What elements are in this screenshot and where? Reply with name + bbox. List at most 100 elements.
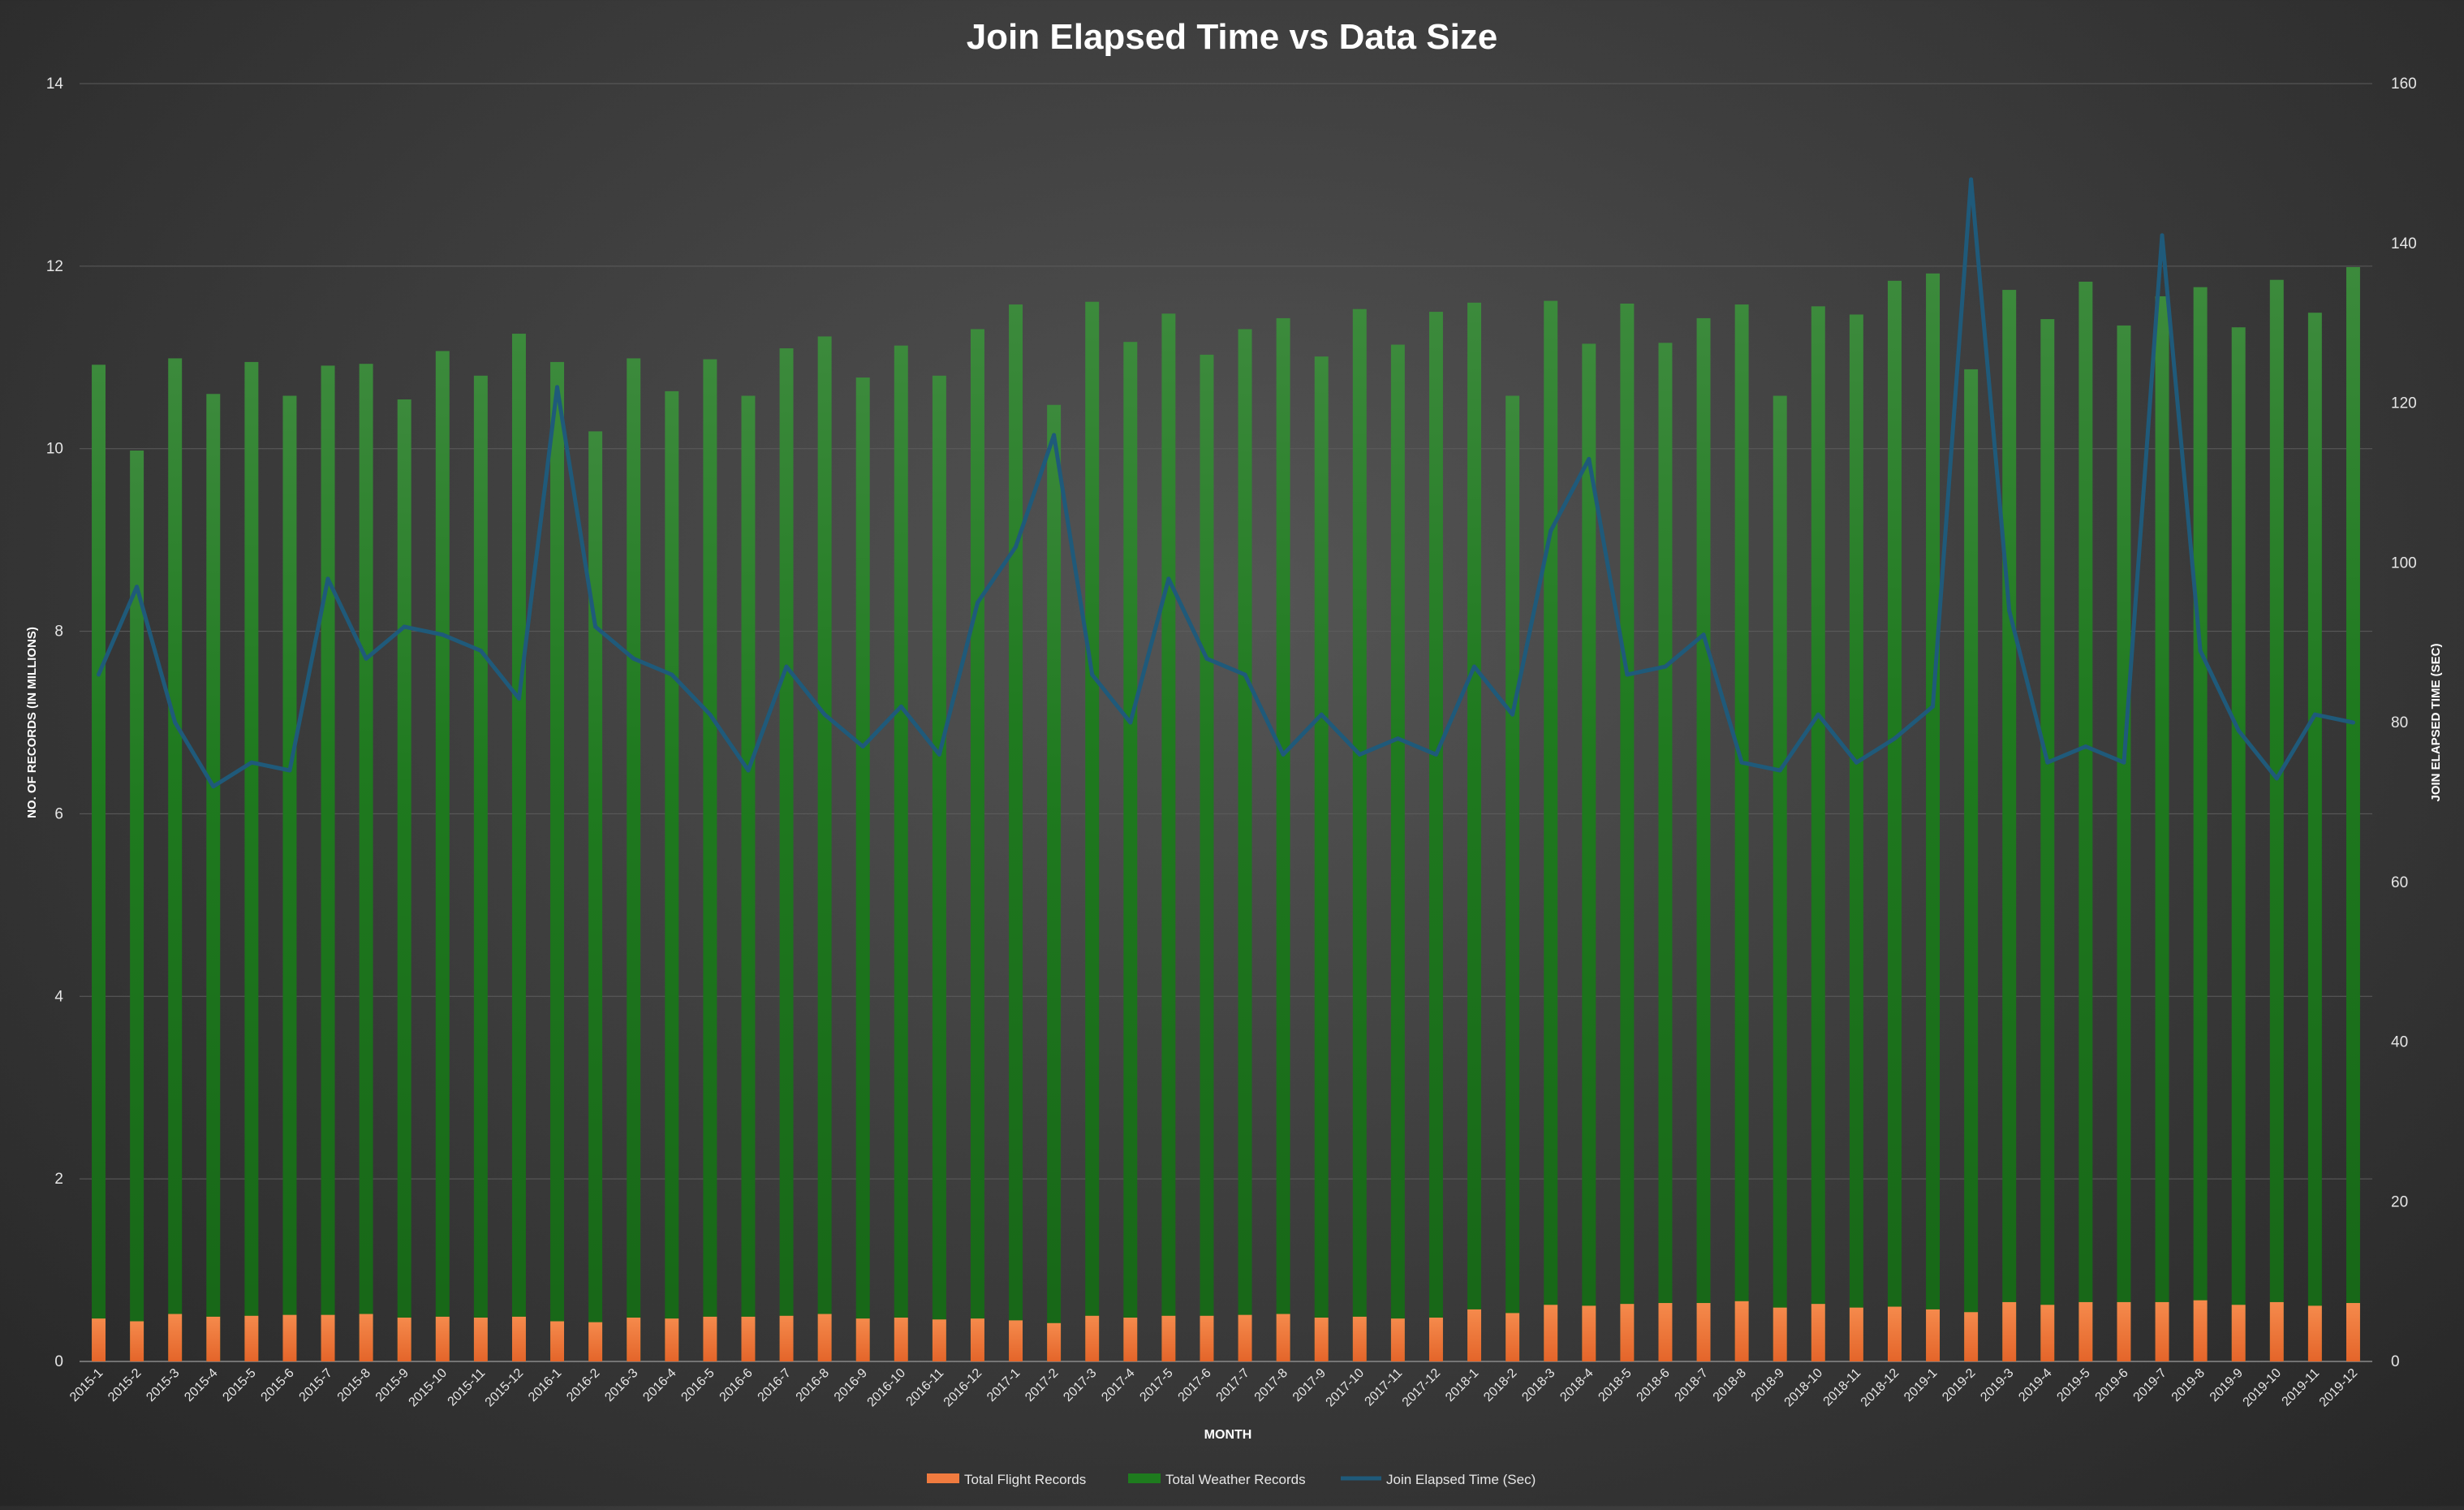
flight-bar — [1734, 1301, 1749, 1361]
weather-bar — [1696, 317, 1711, 1362]
elapsed-time-point — [1281, 752, 1286, 757]
elapsed-time-point — [2236, 728, 2241, 733]
weather-bar — [1887, 280, 1902, 1361]
weather-bar — [665, 390, 679, 1361]
elapsed-time-point — [1892, 736, 1897, 741]
flight-bar — [168, 1314, 183, 1361]
weather-bar — [1085, 301, 1100, 1361]
x-tick-label: 2016-11 — [904, 1366, 947, 1409]
x-tick-label: 2015-12 — [483, 1366, 527, 1410]
flight-bar — [894, 1318, 908, 1361]
elapsed-time-point — [670, 672, 674, 677]
flight-bar — [1506, 1313, 1520, 1361]
x-tick-label: 2016-4 — [640, 1366, 678, 1404]
x-tick-label: 2016-2 — [564, 1366, 602, 1404]
legend-item-elapsed: Join Elapsed Time (Sec) — [1341, 1472, 1536, 1487]
y2-tick-label: 160 — [2391, 76, 2417, 93]
legend-item-flight: Total Flight Records — [927, 1472, 1086, 1487]
x-tick-label: 2018-5 — [1596, 1366, 1634, 1404]
weather-bar — [2193, 287, 2208, 1362]
x-tick-label: 2017-3 — [1061, 1366, 1099, 1404]
flight-bar — [1964, 1312, 1979, 1361]
weather-bar — [1544, 300, 1558, 1362]
x-tick-label: 2019-12 — [2317, 1366, 2361, 1410]
weather-bar — [206, 394, 221, 1362]
flight-bar — [1314, 1318, 1329, 1361]
weather-bar — [435, 351, 450, 1361]
weather-bar — [244, 361, 259, 1362]
weather-bar — [2040, 319, 2055, 1362]
y-tick-label: 0 — [54, 1353, 63, 1370]
flight-bar — [588, 1322, 603, 1361]
x-tick-label: 2015-8 — [335, 1366, 373, 1404]
weather-bar — [1428, 312, 1443, 1362]
x-tick-label: 2018-1 — [1443, 1366, 1481, 1404]
weather-bar — [855, 378, 870, 1361]
weather-bar — [817, 336, 832, 1362]
x-tick-label: 2018-3 — [1519, 1366, 1557, 1404]
weather-bar — [1849, 314, 1863, 1361]
flight-bar — [321, 1314, 335, 1361]
flight-bar — [817, 1314, 832, 1361]
x-tick-label: 2019-6 — [2093, 1366, 2131, 1404]
flight-bar — [1238, 1314, 1252, 1361]
flight-bar — [1123, 1318, 1138, 1361]
x-tick-label: 2017-5 — [1137, 1366, 1175, 1404]
x-tick-label: 2018-4 — [1557, 1366, 1596, 1404]
weather-bar — [588, 431, 603, 1362]
flight-bar — [2040, 1305, 2055, 1361]
weather-bar — [1200, 354, 1214, 1362]
flight-bar — [932, 1319, 946, 1361]
elapsed-time-point — [1931, 704, 1936, 709]
flight-bar — [970, 1318, 984, 1361]
x-tick-label: 2019-3 — [1978, 1366, 2016, 1404]
flight-bar — [2269, 1301, 2284, 1361]
weather-bar — [1276, 317, 1290, 1362]
x-tick-label: 2019-4 — [2016, 1366, 2054, 1404]
flight-bar — [1544, 1305, 1558, 1361]
weather-bar — [2269, 279, 2284, 1361]
weather-bar — [1390, 344, 1405, 1362]
legend-label-elapsed: Join Elapsed Time (Sec) — [1386, 1472, 1536, 1487]
y2-axis-title: JOIN ELAPSED TIME (SEC) — [2429, 643, 2443, 801]
weather-bar — [970, 329, 984, 1361]
elapsed-time-point — [1625, 672, 1630, 677]
weather-bar — [1314, 356, 1329, 1362]
flight-bar — [130, 1321, 144, 1361]
weather-bar — [1658, 343, 1673, 1362]
flight-bar — [855, 1318, 870, 1361]
y-tick-label: 4 — [54, 988, 63, 1005]
x-tick-label: 2018-6 — [1635, 1366, 1673, 1404]
weather-bar — [1582, 343, 1596, 1362]
weather-bar — [1734, 304, 1749, 1361]
flight-bar — [282, 1314, 297, 1361]
weather-bars — [92, 266, 2360, 1362]
flight-bar — [627, 1318, 641, 1361]
x-tick-label: 2017-10 — [1324, 1366, 1368, 1410]
flight-bar — [2078, 1301, 2093, 1361]
y2-tick-label: 40 — [2391, 1034, 2408, 1051]
x-tick-label: 2019-1 — [1902, 1366, 1940, 1404]
elapsed-time-point — [937, 752, 941, 757]
elapsed-time-point — [478, 648, 483, 653]
flight-bar — [1849, 1307, 1863, 1361]
elapsed-time-point — [1777, 768, 1782, 773]
weather-bar — [92, 365, 106, 1361]
x-tick-label: 2019-5 — [2054, 1366, 2092, 1404]
flight-bar — [1926, 1309, 1941, 1361]
y-tick-label: 14 — [46, 76, 64, 93]
legend-label-flight: Total Flight Records — [964, 1472, 1086, 1487]
weather-bar — [2078, 281, 2093, 1362]
weather-bar — [1161, 313, 1176, 1361]
x-tick-label: 2017-7 — [1214, 1366, 1252, 1404]
elapsed-time-point — [1816, 712, 1820, 717]
x-tick-label: 2017-4 — [1099, 1366, 1137, 1404]
x-tick-label: 2016-6 — [717, 1366, 756, 1404]
flight-bar — [1811, 1304, 1825, 1361]
flight-bar — [92, 1318, 106, 1361]
elapsed-time-point — [516, 696, 521, 701]
elapsed-time-point — [2122, 760, 2126, 765]
elapsed-time-point — [1319, 712, 1324, 717]
elapsed-time-point — [1549, 528, 1553, 533]
weather-bar — [321, 365, 335, 1361]
